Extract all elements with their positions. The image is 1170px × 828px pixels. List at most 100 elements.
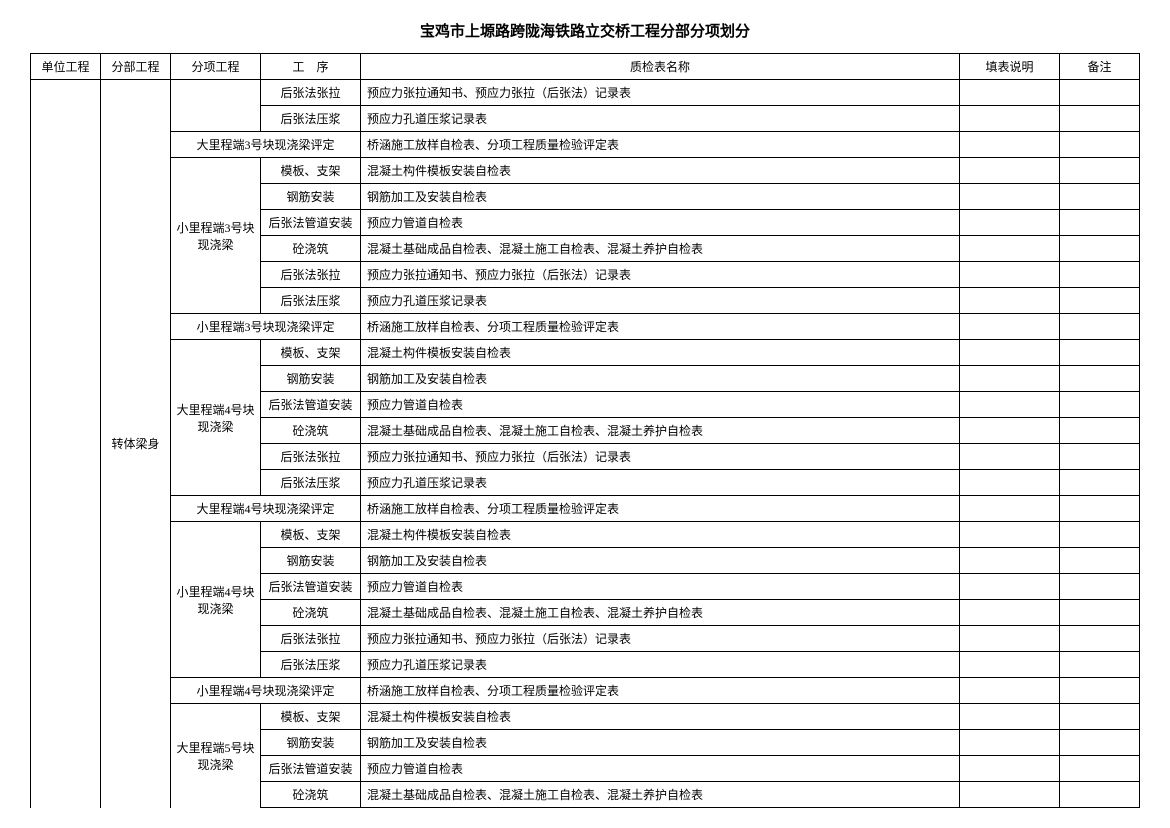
desc-cell [960, 80, 1060, 106]
proc-cell: 钢筋安装 [261, 366, 361, 392]
proc-cell: 后张法张拉 [261, 80, 361, 106]
name-cell: 预应力张拉通知书、预应力张拉（后张法）记录表 [361, 262, 960, 288]
desc-cell [960, 418, 1060, 444]
proc-cell: 模板、支架 [261, 158, 361, 184]
desc-cell [960, 106, 1060, 132]
table-row: 大里程端4号块现浇梁评定桥涵施工放样自检表、分项工程质量检验评定表 [31, 496, 1140, 522]
name-cell: 预应力管道自检表 [361, 574, 960, 600]
header-proc: 工 序 [261, 54, 361, 80]
name-cell: 预应力管道自检表 [361, 210, 960, 236]
name-cell: 预应力张拉通知书、预应力张拉（后张法）记录表 [361, 444, 960, 470]
proc-cell: 后张法压浆 [261, 106, 361, 132]
item-cell: 小里程端4号块现浇梁 [171, 522, 261, 678]
remark-cell [1060, 314, 1140, 340]
eval-label-cell: 大里程端4号块现浇梁评定 [171, 496, 361, 522]
proc-cell: 后张法管道安装 [261, 210, 361, 236]
name-cell: 桥涵施工放样自检表、分项工程质量检验评定表 [361, 678, 960, 704]
remark-cell [1060, 652, 1140, 678]
proc-cell: 后张法管道安装 [261, 756, 361, 782]
remark-cell [1060, 626, 1140, 652]
desc-cell [960, 392, 1060, 418]
table-row: 大里程端4号块现浇梁模板、支架混凝土构件模板安装自检表 [31, 340, 1140, 366]
name-cell: 预应力孔道压浆记录表 [361, 652, 960, 678]
remark-cell [1060, 288, 1140, 314]
name-cell: 桥涵施工放样自检表、分项工程质量检验评定表 [361, 132, 960, 158]
section-cell: 转体梁身 [101, 80, 171, 808]
remark-cell [1060, 548, 1140, 574]
desc-cell [960, 288, 1060, 314]
name-cell: 混凝土基础成品自检表、混凝土施工自检表、混凝土养护自检表 [361, 600, 960, 626]
desc-cell [960, 496, 1060, 522]
proc-cell: 砼浇筑 [261, 782, 361, 808]
desc-cell [960, 340, 1060, 366]
header-name: 质检表名称 [361, 54, 960, 80]
proc-cell: 砼浇筑 [261, 418, 361, 444]
remark-cell [1060, 522, 1140, 548]
name-cell: 混凝土构件模板安装自检表 [361, 340, 960, 366]
proc-cell: 钢筋安装 [261, 548, 361, 574]
name-cell: 桥涵施工放样自检表、分项工程质量检验评定表 [361, 314, 960, 340]
name-cell: 桥涵施工放样自检表、分项工程质量检验评定表 [361, 496, 960, 522]
remark-cell [1060, 158, 1140, 184]
table-body: 转体梁身后张法张拉预应力张拉通知书、预应力张拉（后张法）记录表后张法压浆预应力孔… [31, 80, 1140, 808]
header-row: 单位工程 分部工程 分项工程 工 序 质检表名称 填表说明 备注 [31, 54, 1140, 80]
remark-cell [1060, 470, 1140, 496]
name-cell: 预应力孔道压浆记录表 [361, 470, 960, 496]
table-row: 小里程端4号块现浇梁评定桥涵施工放样自检表、分项工程质量检验评定表 [31, 678, 1140, 704]
table-row: 大里程端3号块现浇梁评定桥涵施工放样自检表、分项工程质量检验评定表 [31, 132, 1140, 158]
item-cell: 小里程端3号块现浇梁 [171, 158, 261, 314]
desc-cell [960, 782, 1060, 808]
desc-cell [960, 444, 1060, 470]
remark-cell [1060, 80, 1140, 106]
remark-cell [1060, 392, 1140, 418]
eval-label-cell: 小里程端3号块现浇梁评定 [171, 314, 361, 340]
name-cell: 混凝土基础成品自检表、混凝土施工自检表、混凝土养护自检表 [361, 782, 960, 808]
name-cell: 混凝土构件模板安装自检表 [361, 704, 960, 730]
desc-cell [960, 730, 1060, 756]
unit-cell [31, 80, 101, 808]
name-cell: 预应力张拉通知书、预应力张拉（后张法）记录表 [361, 626, 960, 652]
remark-cell [1060, 678, 1140, 704]
proc-cell: 后张法压浆 [261, 288, 361, 314]
remark-cell [1060, 106, 1140, 132]
main-table: 单位工程 分部工程 分项工程 工 序 质检表名称 填表说明 备注 转体梁身后张法… [30, 53, 1140, 808]
remark-cell [1060, 236, 1140, 262]
table-row: 小里程端3号块现浇梁评定桥涵施工放样自检表、分项工程质量检验评定表 [31, 314, 1140, 340]
desc-cell [960, 314, 1060, 340]
desc-cell [960, 600, 1060, 626]
proc-cell: 后张法压浆 [261, 470, 361, 496]
desc-cell [960, 756, 1060, 782]
remark-cell [1060, 418, 1140, 444]
desc-cell [960, 522, 1060, 548]
desc-cell [960, 236, 1060, 262]
remark-cell [1060, 600, 1140, 626]
name-cell: 钢筋加工及安装自检表 [361, 730, 960, 756]
name-cell: 预应力孔道压浆记录表 [361, 106, 960, 132]
table-row: 转体梁身后张法张拉预应力张拉通知书、预应力张拉（后张法）记录表 [31, 80, 1140, 106]
remark-cell [1060, 184, 1140, 210]
item-cell: 大里程端5号块现浇梁 [171, 704, 261, 808]
proc-cell: 后张法张拉 [261, 444, 361, 470]
remark-cell [1060, 444, 1140, 470]
proc-cell: 砼浇筑 [261, 600, 361, 626]
name-cell: 预应力管道自检表 [361, 756, 960, 782]
desc-cell [960, 158, 1060, 184]
desc-cell [960, 184, 1060, 210]
page-title: 宝鸡市上塬路跨陇海铁路立交桥工程分部分项划分 [30, 20, 1140, 41]
proc-cell: 模板、支架 [261, 704, 361, 730]
name-cell: 预应力孔道压浆记录表 [361, 288, 960, 314]
name-cell: 钢筋加工及安装自检表 [361, 184, 960, 210]
table-row: 小里程端4号块现浇梁模板、支架混凝土构件模板安装自检表 [31, 522, 1140, 548]
name-cell: 钢筋加工及安装自检表 [361, 548, 960, 574]
name-cell: 混凝土构件模板安装自检表 [361, 158, 960, 184]
desc-cell [960, 574, 1060, 600]
desc-cell [960, 704, 1060, 730]
eval-label-cell: 小里程端4号块现浇梁评定 [171, 678, 361, 704]
desc-cell [960, 626, 1060, 652]
name-cell: 混凝土构件模板安装自检表 [361, 522, 960, 548]
remark-cell [1060, 756, 1140, 782]
header-item: 分项工程 [171, 54, 261, 80]
proc-cell: 后张法管道安装 [261, 574, 361, 600]
desc-cell [960, 548, 1060, 574]
proc-cell: 后张法管道安装 [261, 392, 361, 418]
